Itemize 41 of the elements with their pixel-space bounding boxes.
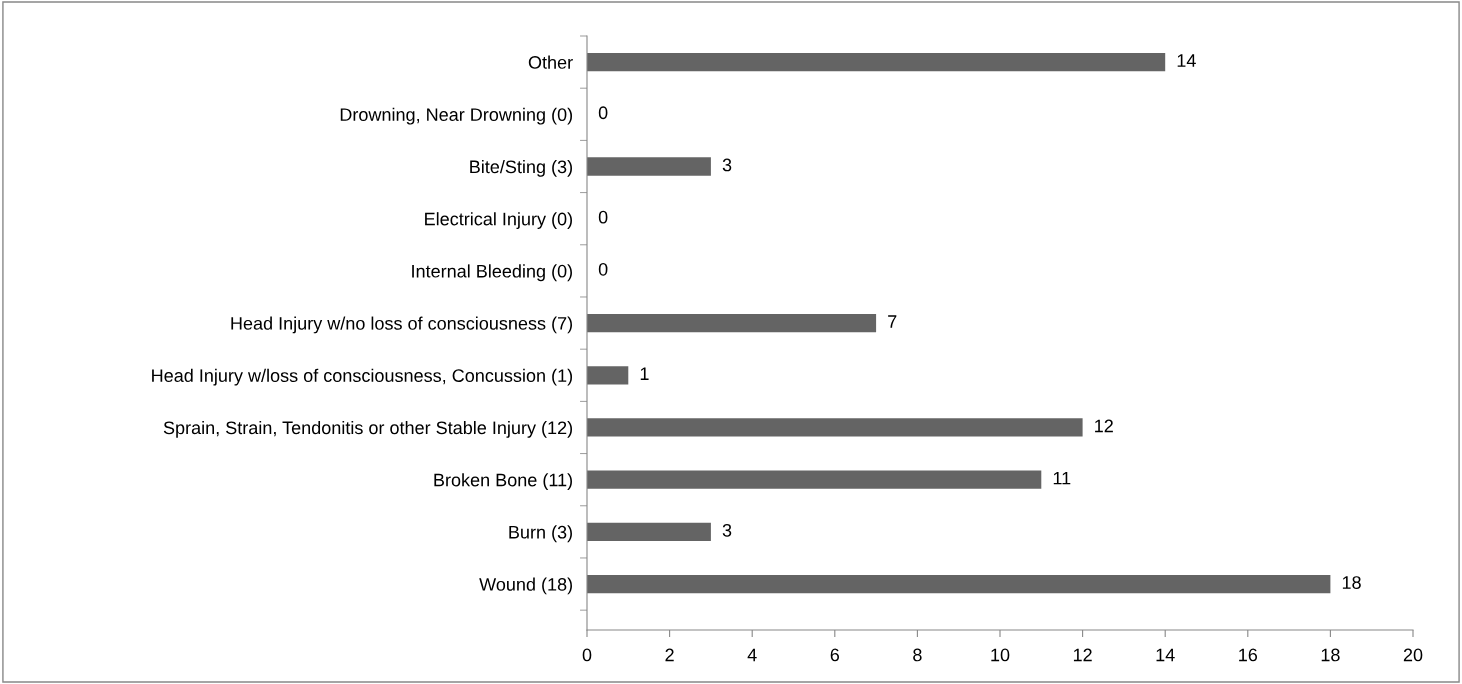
x-tick-label: 2 <box>665 648 674 662</box>
bar <box>587 313 877 333</box>
data-label: 3 <box>722 523 732 537</box>
y-tick-label: Electrical Injury (0) <box>425 212 572 229</box>
x-tick-label: 4 <box>747 648 757 662</box>
data-label: 14 <box>1177 54 1196 67</box>
x-tick-label: 20 <box>1403 648 1423 662</box>
x-tick-label: 14 <box>1156 648 1175 662</box>
y-tick-label: Head Injury w/loss of consciousness, Concussion (1) <box>152 368 573 386</box>
x-tick-label: 16 <box>1239 648 1258 662</box>
y-tick-label: Broken Bone (11) <box>434 473 572 490</box>
bar <box>587 52 1166 72</box>
data-label: 0 <box>598 106 608 120</box>
x-tick-label: 12 <box>1073 648 1092 662</box>
data-label: 3 <box>722 158 732 172</box>
bar <box>587 157 711 176</box>
data-label: 0 <box>598 210 608 224</box>
bar <box>587 470 1042 489</box>
data-label: 0 <box>598 262 608 276</box>
data-label: 7 <box>888 315 897 328</box>
y-tick-label: Head Injury w/no loss of consciousness (7) <box>231 316 573 334</box>
x-tick-label: 18 <box>1321 648 1340 662</box>
y-tick-label: Burn (3) <box>509 525 572 543</box>
x-tick-label: 10 <box>991 648 1010 662</box>
y-tick-label: Bite/Sting (3) <box>470 159 572 177</box>
x-tick-label: 0 <box>582 648 592 662</box>
bar <box>587 522 711 541</box>
y-tick-label: Internal Bleeding (0) <box>412 264 572 282</box>
bar <box>587 366 629 385</box>
x-tick-label: 6 <box>830 648 840 662</box>
bar <box>587 418 1083 437</box>
data-label: 11 <box>1053 471 1071 485</box>
x-tick-label: 8 <box>913 648 922 662</box>
y-tick-label: Wound (18) <box>479 577 572 595</box>
data-label: 1 <box>640 367 649 380</box>
data-label: 18 <box>1342 576 1361 589</box>
bar <box>587 574 1331 594</box>
data-label: 12 <box>1095 419 1113 433</box>
y-tick-label: Other <box>528 55 573 69</box>
y-tick-label: Drowning, Near Drowning (0) <box>340 107 572 125</box>
y-tick-label: Sprain, Strain, Tendonitis or other Stable Injury (12) <box>163 420 573 438</box>
